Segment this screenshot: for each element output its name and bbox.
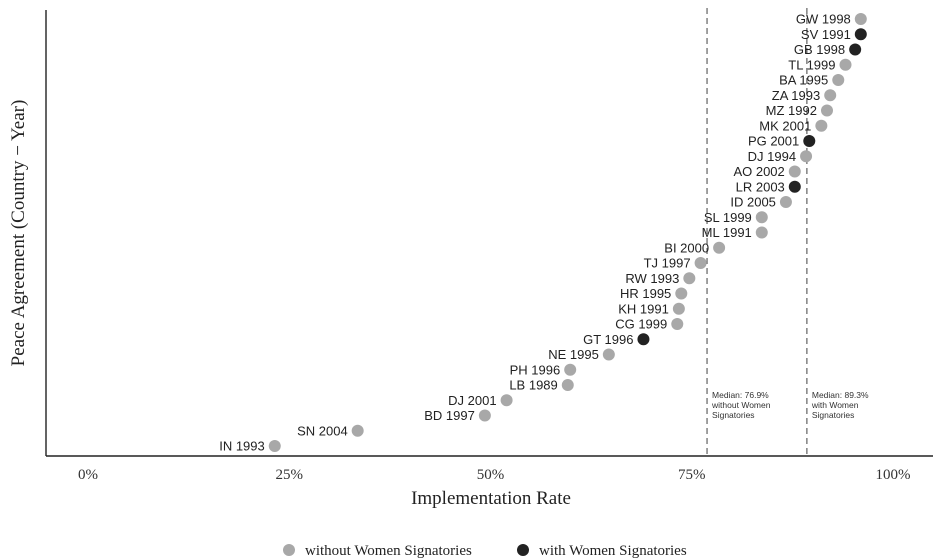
point-label: MZ 1992 <box>766 103 817 118</box>
data-point <box>815 119 828 132</box>
point-label: IN 1993 <box>219 439 265 454</box>
data-point <box>803 135 816 147</box>
data-point <box>800 150 813 163</box>
data-point <box>854 13 867 25</box>
point-label: ZA 1993 <box>772 88 820 103</box>
y-axis-title: Peace Agreement (Country − Year) <box>8 100 29 367</box>
data-point <box>779 196 792 208</box>
median-note-line: Signatories <box>712 410 755 420</box>
median-note-line: without Women <box>711 400 771 410</box>
legend: without Women Signatories with Women Sign… <box>283 543 687 559</box>
data-point <box>755 211 768 224</box>
x-tick-label: 25% <box>276 467 304 483</box>
x-tick-label: 50% <box>477 467 505 483</box>
point-label: LR 2003 <box>736 179 785 194</box>
point-label: CG 1999 <box>615 317 667 332</box>
data-point <box>849 43 862 56</box>
point-label: SV 1991 <box>801 27 851 42</box>
point-label: GW 1998 <box>796 12 851 27</box>
data-point <box>675 287 688 300</box>
point-label: PG 2001 <box>748 134 799 149</box>
legend-label: without Women Signatories <box>305 543 472 559</box>
data-point <box>561 379 574 391</box>
x-tick-label: 0% <box>78 467 98 483</box>
median-note-line: Signatories <box>812 410 855 420</box>
point-label: AO 2002 <box>733 164 784 179</box>
point-label: HR 1995 <box>620 286 671 301</box>
data-point <box>755 226 768 239</box>
legend-marker <box>517 544 529 556</box>
data-point <box>671 318 684 330</box>
x-tick-label: 100% <box>876 467 911 483</box>
point-label: ID 2005 <box>730 195 776 210</box>
median-note-line: Median: 76.9% <box>712 390 769 400</box>
data-point <box>683 272 696 285</box>
point-label: BD 1997 <box>424 408 475 423</box>
axes <box>45 10 933 457</box>
legend-label: with Women Signatories <box>539 543 687 559</box>
data-point <box>788 180 801 193</box>
point-label: LB 1989 <box>509 378 557 393</box>
data-point <box>854 28 867 41</box>
point-label: NE 1995 <box>548 347 599 362</box>
data-point <box>478 409 491 422</box>
data-point <box>824 89 837 102</box>
point-label: RW 1993 <box>625 271 679 286</box>
median-note-line: Median: 89.3% <box>812 390 869 400</box>
x-tick-labels: 0% 25% 50% 75% 100% <box>78 467 911 483</box>
point-label: GB 1998 <box>794 42 845 57</box>
point-label: BA 1995 <box>779 73 828 88</box>
point-label: DJ 1994 <box>748 149 796 164</box>
point-label: KH 1991 <box>618 301 669 316</box>
point-label: DJ 2001 <box>448 393 496 408</box>
data-point <box>500 394 513 407</box>
point-label: SN 2004 <box>297 423 348 438</box>
x-axis-title: Implementation Rate <box>411 488 571 509</box>
median-lines: Median: 76.9%without WomenSignatoriesMed… <box>706 8 869 456</box>
data-point <box>788 165 801 178</box>
point-label: ML 1991 <box>702 225 752 240</box>
data-point <box>820 104 833 117</box>
data-point <box>637 333 650 346</box>
data-point <box>694 257 707 269</box>
data-point <box>672 302 685 315</box>
point-label: SL 1999 <box>704 210 752 225</box>
point-label: MK 2001 <box>759 118 811 133</box>
point-label: TL 1999 <box>788 57 835 72</box>
data-point <box>839 58 852 71</box>
data-point <box>832 74 845 86</box>
data-point <box>564 363 577 376</box>
point-label: TJ 1997 <box>644 256 691 271</box>
data-point <box>351 424 364 437</box>
data-point <box>268 440 281 452</box>
point-label: PH 1996 <box>510 362 561 377</box>
point-label: BI 2000 <box>664 240 709 255</box>
data-point <box>602 348 615 361</box>
x-tick-label: 75% <box>678 467 706 483</box>
point-label: GT 1996 <box>583 332 633 347</box>
median-note-line: with Women <box>811 400 859 410</box>
legend-marker <box>283 544 295 556</box>
data-point <box>713 241 726 254</box>
